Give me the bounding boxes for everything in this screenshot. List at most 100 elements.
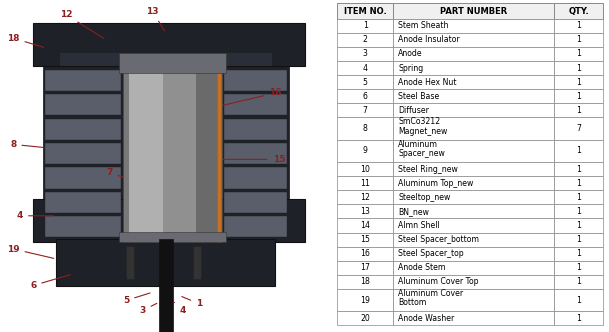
Bar <box>337 275 393 289</box>
Text: Anode Insulator: Anode Insulator <box>398 36 460 44</box>
Bar <box>43 66 123 242</box>
Text: 7: 7 <box>576 124 581 133</box>
Bar <box>393 261 554 275</box>
Text: 5: 5 <box>363 78 368 87</box>
Text: 19: 19 <box>7 244 54 258</box>
Text: 6: 6 <box>30 275 71 290</box>
Bar <box>554 3 604 19</box>
Bar <box>337 232 393 247</box>
Bar <box>393 75 554 89</box>
Text: 4: 4 <box>362 63 368 72</box>
Bar <box>393 89 554 103</box>
Text: 2: 2 <box>150 156 156 166</box>
Bar <box>554 75 604 89</box>
Bar <box>33 23 305 66</box>
Text: 10: 10 <box>360 165 370 174</box>
Bar <box>554 19 604 33</box>
Text: 5: 5 <box>123 293 150 305</box>
Text: Spacer_new: Spacer_new <box>398 149 445 158</box>
Text: Anode Hex Nut: Anode Hex Nut <box>398 78 457 87</box>
Bar <box>224 70 287 91</box>
Bar <box>60 53 272 66</box>
Bar <box>554 311 604 325</box>
Bar <box>45 143 121 164</box>
Bar <box>393 190 554 205</box>
Bar <box>393 218 554 232</box>
Text: Almn Shell: Almn Shell <box>398 221 440 230</box>
Bar <box>45 94 121 115</box>
Bar <box>393 3 554 19</box>
Text: 16: 16 <box>222 88 282 106</box>
Text: 1: 1 <box>576 21 581 30</box>
Bar <box>393 205 554 218</box>
Text: 15: 15 <box>222 155 285 164</box>
Bar <box>224 167 287 189</box>
Bar <box>196 60 222 242</box>
Text: Diffuser: Diffuser <box>398 106 429 115</box>
Bar <box>393 162 554 176</box>
Bar <box>554 140 604 162</box>
Text: 12: 12 <box>60 10 104 39</box>
Bar <box>554 289 604 311</box>
Bar <box>337 205 393 218</box>
Bar <box>337 47 393 61</box>
Bar <box>554 162 604 176</box>
Text: 1: 1 <box>576 277 581 286</box>
Text: Aluminum Top_new: Aluminum Top_new <box>398 179 474 188</box>
Bar <box>554 190 604 205</box>
Text: 10: 10 <box>130 122 163 135</box>
Text: 2: 2 <box>363 36 368 44</box>
Text: 1: 1 <box>576 207 581 216</box>
Bar <box>160 239 172 332</box>
Text: 6: 6 <box>363 92 368 101</box>
Text: 3: 3 <box>139 303 157 315</box>
Text: Bottom: Bottom <box>398 298 427 307</box>
Text: Anode Stem: Anode Stem <box>398 263 446 272</box>
Bar <box>224 119 287 140</box>
Text: 1: 1 <box>576 221 581 230</box>
Bar <box>554 47 604 61</box>
Bar <box>45 70 121 91</box>
Text: 1: 1 <box>576 249 581 258</box>
Text: 19: 19 <box>360 295 370 304</box>
Text: Steel Spacer_bottom: Steel Spacer_bottom <box>398 235 479 244</box>
Text: 1: 1 <box>576 165 581 174</box>
Bar <box>337 311 393 325</box>
Bar <box>554 33 604 47</box>
Text: 1: 1 <box>576 146 581 155</box>
Text: 11: 11 <box>360 179 370 188</box>
Bar <box>393 232 554 247</box>
Bar <box>554 117 604 140</box>
Text: 17: 17 <box>360 263 370 272</box>
Text: 15: 15 <box>360 235 370 244</box>
Bar <box>337 162 393 176</box>
Text: 1: 1 <box>576 193 581 202</box>
Bar <box>554 176 604 190</box>
Text: Anode Washer: Anode Washer <box>398 314 455 323</box>
Bar <box>554 261 604 275</box>
Text: 1: 1 <box>362 21 368 30</box>
Text: Steel Spacer_top: Steel Spacer_top <box>398 249 464 258</box>
Bar <box>554 89 604 103</box>
Text: 4: 4 <box>16 211 54 220</box>
Text: 13: 13 <box>360 207 370 216</box>
Bar <box>393 61 554 75</box>
Bar <box>393 247 554 261</box>
Text: 1: 1 <box>576 314 581 323</box>
Bar <box>45 167 121 189</box>
Text: 12: 12 <box>360 193 370 202</box>
Bar <box>337 3 393 19</box>
Text: Magnet_new: Magnet_new <box>398 127 448 136</box>
Bar <box>224 94 287 115</box>
Text: PART NUMBER: PART NUMBER <box>440 7 507 16</box>
Text: Spring: Spring <box>398 63 424 72</box>
Bar <box>224 216 287 237</box>
Text: ITEM NO.: ITEM NO. <box>344 7 387 16</box>
Text: 11: 11 <box>123 65 153 76</box>
Bar <box>337 247 393 261</box>
Bar <box>192 246 201 279</box>
Text: 1: 1 <box>576 92 581 101</box>
Bar <box>119 232 226 242</box>
Text: 1: 1 <box>182 296 202 308</box>
Text: 18: 18 <box>360 277 370 286</box>
